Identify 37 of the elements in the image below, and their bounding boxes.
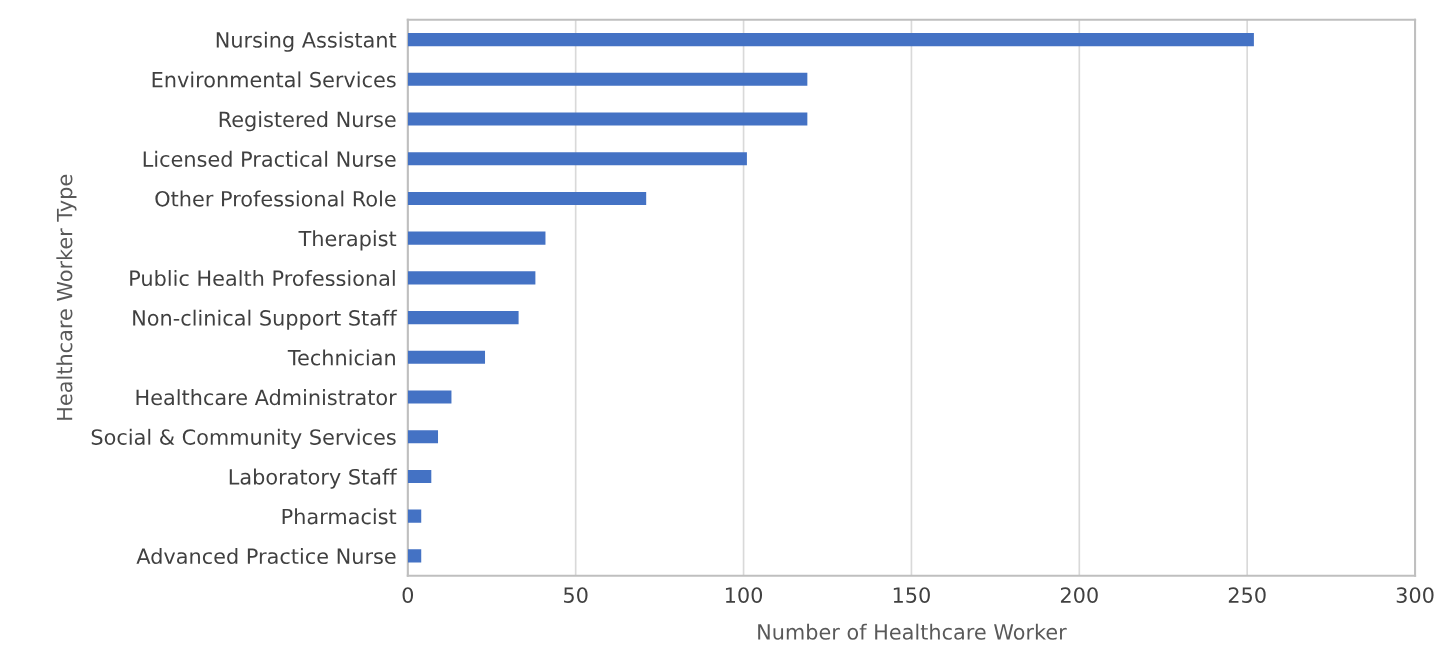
y-tick-label: Social & Community Services [91,428,396,449]
y-tick-label: Environmental Services [152,71,396,88]
x-tick-label: 0 [402,587,414,603]
x-axis-title: Number of Healthcare Worker [758,623,1067,640]
bar [407,72,808,86]
bar [407,390,452,404]
bar [407,231,546,245]
bar [407,33,1254,47]
bar [407,112,808,126]
x-tick-label: 150 [893,587,930,603]
bar [407,430,439,444]
bar [407,271,536,285]
bar [407,549,422,563]
bar [407,469,432,484]
y-tick-label: Nursing Assistant [216,31,397,52]
y-tick-label: Licensed Practical Nurse [143,150,396,167]
bar [407,311,519,325]
y-tick-label: Non-clinical Support Staff [133,309,398,330]
bar [407,509,422,523]
x-tick-label: 100 [725,587,763,603]
x-tick-label: 50 [564,587,588,603]
y-tick-label: Laboratory Staff [229,468,398,489]
y-tick-label: Public Health Professional [130,269,395,287]
y-tick-label: Healthcare Administrator [136,389,397,406]
bar [407,350,486,364]
y-axis-title: Healthcare Worker Type [56,174,77,420]
x-tick-label: 200 [1060,587,1098,603]
x-tick-label: 250 [1228,587,1266,603]
bar [407,191,647,206]
y-tick-label: Other Professional Role [155,190,396,207]
y-tick-label: Registered Nurse [219,111,396,132]
y-tick-label: Pharmacist [282,508,397,525]
bar [407,152,747,166]
y-tick-label: Technician [287,349,395,366]
y-tick-label: Advanced Practice Nurse [136,547,396,565]
y-tick-label: Therapist [298,230,397,251]
x-tick-label: 300 [1396,587,1434,603]
